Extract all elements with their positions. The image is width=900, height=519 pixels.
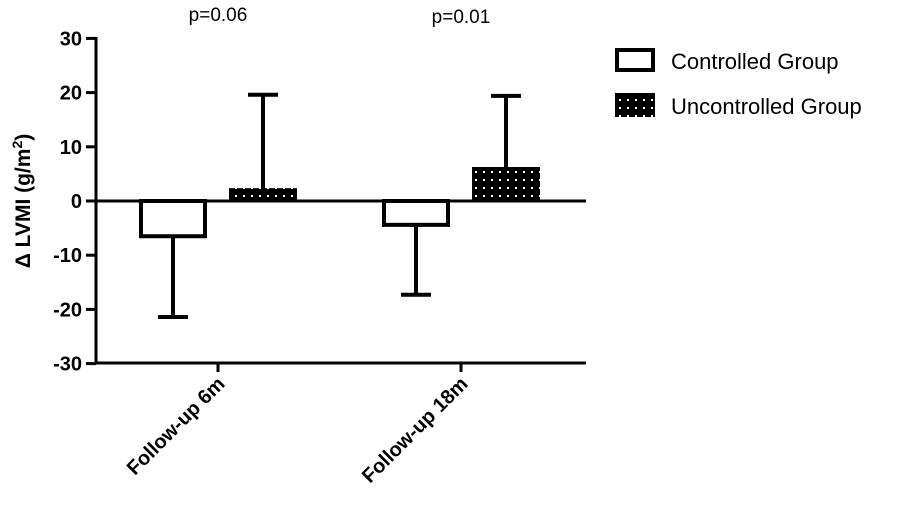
y-axis-title: Δ LVMI (g/m2)	[9, 134, 35, 269]
y-tick-label: 20	[60, 83, 82, 105]
y-tick-label: 0	[71, 191, 82, 213]
legend-label-uncontrolled: Uncontrolled Group	[671, 94, 862, 119]
p-value-18m: p=0.01	[432, 7, 491, 28]
x-category-label: Follow-up 6m	[123, 373, 230, 480]
bar-uncontrolled	[229, 188, 297, 201]
y-tick-label: -10	[53, 245, 82, 267]
legend-swatch-uncontrolled	[615, 93, 655, 117]
legend-swatch-controlled	[615, 48, 655, 72]
y-tick-label: -30	[53, 354, 82, 376]
y-tick-label: 10	[60, 137, 82, 159]
p-value-6m: p=0.06	[189, 5, 248, 26]
bar-uncontrolled	[472, 167, 540, 201]
y-tick-label: -20	[53, 299, 82, 321]
legend: Controlled Group Uncontrolled Group	[615, 48, 862, 119]
y-tick-label: 30	[60, 28, 82, 50]
x-axis-categories: Follow-up 6m Follow-up 18m	[123, 363, 473, 488]
y-axis-ticks: 30 20 10 0 -10 -20 -30	[53, 28, 96, 376]
bar-controlled	[139, 199, 207, 239]
x-category-label: Follow-up 18m	[358, 373, 473, 488]
bar-controlled	[382, 199, 450, 227]
bars	[139, 92, 540, 319]
legend-label-controlled: Controlled Group	[671, 49, 839, 74]
